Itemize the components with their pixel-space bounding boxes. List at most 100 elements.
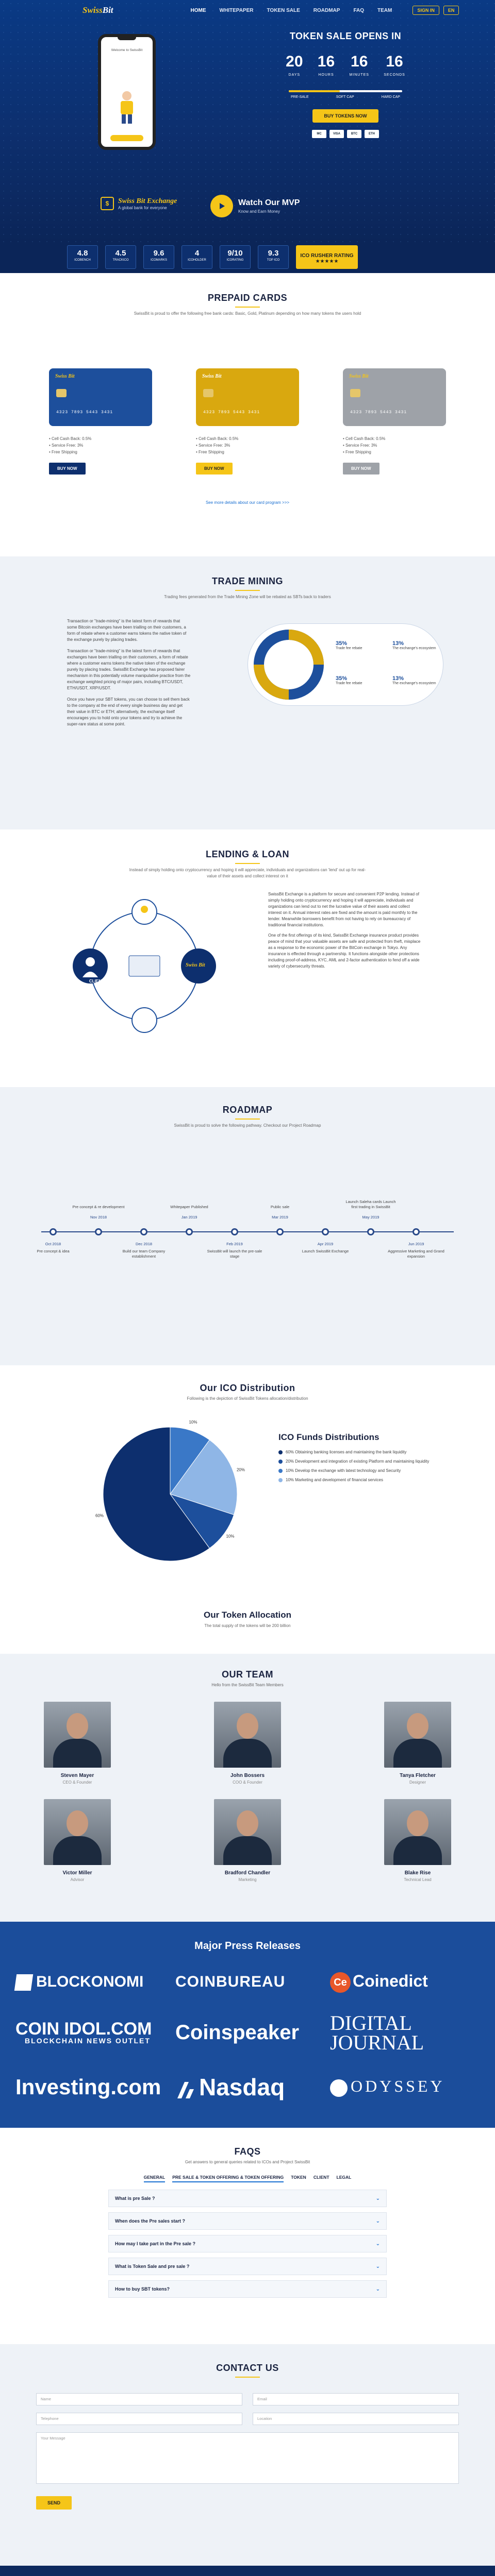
milestone-date: Apr 2019 [317, 1242, 334, 1246]
chevron-down-icon: ⌄ [375, 2241, 380, 2247]
team-member[interactable]: Bradford Chandler Marketing [214, 1799, 281, 1882]
faq-item[interactable]: How to buy SBT tokens? ⌄ [108, 2280, 387, 2298]
faq-item[interactable]: What is Token Sale and pre sale ? ⌄ [108, 2258, 387, 2275]
press-logo-odyssey[interactable]: ODYSSEY [330, 2077, 480, 2097]
timeline-dot [367, 1228, 374, 1235]
sale-progress-bar [289, 90, 402, 92]
nav-whitepaper[interactable]: WHITEPAPER [219, 7, 254, 13]
card-feature: • Free Shipping [49, 450, 77, 454]
tab-token[interactable]: TOKEN [291, 2175, 306, 2180]
legend-pct: 35% [336, 640, 348, 647]
logo-text-b: Bit [102, 5, 113, 15]
rating-badge[interactable]: 9/10 ICORATING [220, 245, 251, 269]
rating-badge[interactable]: 4.5 TRACKICO [105, 245, 136, 269]
payment-methods: MC VISA BTC ETH [278, 130, 412, 138]
section-desc: Get answers to general queries related t… [185, 2160, 310, 2164]
faq-item[interactable]: What is pre Sale ? ⌄ [108, 2190, 387, 2207]
milestone-date: Mar 2019 [272, 1215, 288, 1219]
tab-legal[interactable]: LEGAL [336, 2175, 352, 2180]
funds-item: 60% Obtaining banking licenses and maint… [278, 1450, 449, 1454]
press-logo-coinidol[interactable]: COIN IDOL.COM BLOCKCHAIN NEWS OUTLET [15, 2019, 175, 2045]
press-logo-blockonomi[interactable]: BLOCKONOMI [14, 1973, 175, 1991]
play-icon[interactable] [210, 195, 233, 217]
press-logo-nasdaq[interactable]: Nasdaq [175, 2073, 330, 2101]
nav-home[interactable]: HOME [190, 7, 206, 13]
legend-label: The exchange's ecosystem [392, 647, 436, 650]
phone-welcome-text: Welcome to SwissBit [111, 48, 143, 52]
rating-badge[interactable]: 9.6 ICOMARKS [143, 245, 174, 269]
press-logo-digital-journal[interactable]: DIGITAL JOURNAL [330, 2011, 424, 2054]
tab-client[interactable]: CLIENT [313, 2175, 329, 2180]
nav-faq[interactable]: FAQ [353, 7, 364, 13]
name-field[interactable]: Name [36, 2393, 242, 2405]
exchange-title: Swiss Bit Exchange [118, 197, 177, 205]
sale-progress-fill [289, 90, 340, 92]
language-button[interactable]: EN [443, 6, 459, 15]
rating-label: ICOMARKS [150, 259, 167, 262]
telephone-field[interactable]: Telephone [36, 2413, 242, 2425]
press-logo-text: Coinedict [353, 1972, 428, 1990]
timeline-dot [412, 1228, 420, 1235]
email-field[interactable]: Email [253, 2393, 459, 2405]
form-row: Telephone Location [36, 2413, 459, 2425]
press-logo-coinspeaker[interactable]: Coinspeaker [175, 2021, 300, 2044]
card-logo: Swiss Bit [202, 374, 222, 379]
sign-in-button[interactable]: SIGN IN [412, 6, 439, 15]
press-logo-text: COIN IDOL.COM [15, 2019, 152, 2039]
press-logo-coinbureau[interactable]: COINBUREAU [175, 1973, 286, 1991]
countdown-seconds: 16 SECONDS [384, 53, 405, 77]
rating-badge[interactable]: 9.3 TOP ICO [258, 245, 289, 269]
press-title: Major Press Releases [194, 1940, 301, 1952]
press-logo-investing[interactable]: Investing.com [15, 2074, 161, 2099]
location-field[interactable]: Location [253, 2413, 459, 2425]
trade-legend-item: 13% The exchange's ecosystem [392, 675, 436, 685]
label-hard-cap: HARD CAP [381, 95, 400, 99]
token-sale-title: TOKEN SALE OPENS IN [289, 31, 402, 41]
roadmap-section: ROADMAP SwissBit is proud to solve the f… [0, 1087, 495, 1365]
tab-pre-sale[interactable]: PRE SALE & TOKEN OFFERING & TOKEN OFFERI… [172, 2175, 284, 2182]
funds-item: 20% Development and integration of exist… [278, 1459, 449, 1464]
press-logo-text: ODYSSEY [351, 2077, 445, 2096]
team-member[interactable]: Victor Miller Advisor [44, 1799, 111, 1882]
send-button[interactable]: SEND [36, 2496, 72, 2510]
nav-token-sale[interactable]: TOKEN SALE [267, 7, 300, 13]
card-image: Swiss Bit 4323 7893 5443 3431 [49, 368, 152, 426]
team-member[interactable]: John Bossers COO & Founder [214, 1702, 281, 1785]
logo-text-a: Swiss [82, 5, 103, 15]
section-desc: Hello from the SwissBit Team Members [211, 1683, 284, 1687]
prepaid-cards-section: PREPAID CARDS SwissBit is proud to offer… [0, 273, 495, 556]
buy-tokens-button[interactable]: BUY TOKENS NOW [312, 109, 378, 123]
site-logo[interactable]: SwissBit [82, 5, 113, 15]
card-program-link[interactable]: See more details about our card program … [205, 500, 290, 505]
press-section: Major Press Releases BLOCKONOMI COINBURE… [0, 1922, 495, 2128]
allocation-desc: The total supply of the tokens will be 2… [204, 1623, 291, 1628]
ico-rusher-badge[interactable]: ICO RUSHER RATING ★★★★★ [296, 245, 358, 269]
rating-badge[interactable]: 4 ICOHOLDER [182, 245, 212, 269]
tab-general[interactable]: GENERAL [143, 2175, 166, 2182]
message-field[interactable]: Your Message [36, 2432, 459, 2484]
nav-roadmap[interactable]: ROADMAP [313, 7, 340, 13]
countdown-days: 20 DAYS [286, 53, 303, 77]
phone-illustration [121, 91, 133, 124]
team-member[interactable]: Tanya Fletcher Designer [384, 1702, 451, 1785]
faq-section: FAQS Get answers to general queries rela… [0, 2128, 495, 2344]
press-logo-coinedict[interactable]: Ce Coinedict [330, 1972, 480, 1993]
team-member[interactable]: Steven Mayer CEO & Founder [44, 1702, 111, 1785]
team-member[interactable]: Blake Rise Technical Lead [384, 1799, 451, 1882]
nav-team[interactable]: TEAM [377, 7, 392, 13]
rating-badge[interactable]: 4.8 ICOBENCH [67, 245, 98, 269]
roadmap-header: ROADMAP SwissBit is proud to solve the f… [0, 1087, 495, 1129]
phone-notch [118, 36, 136, 40]
watch-mvp[interactable]: Watch Our MVP Know and Earn Money [210, 195, 300, 217]
pie-slice [103, 1427, 210, 1562]
faq-item[interactable]: How may I take part in the Pre sale ? ⌄ [108, 2235, 387, 2252]
trade-donut-chart [254, 630, 324, 700]
countdown-seconds-value: 16 [386, 53, 403, 70]
legend-pct: 13% [392, 675, 404, 682]
allocation-title: Our Token Allocation [203, 1610, 291, 1620]
faq-item[interactable]: When does the Pre sales start ? ⌄ [108, 2212, 387, 2230]
buy-now-button[interactable]: BUY NOW [196, 463, 233, 474]
buy-now-button[interactable]: BUY NOW [49, 463, 86, 474]
member-photo [384, 1799, 451, 1865]
buy-now-button[interactable]: BUY NOW [343, 463, 380, 474]
